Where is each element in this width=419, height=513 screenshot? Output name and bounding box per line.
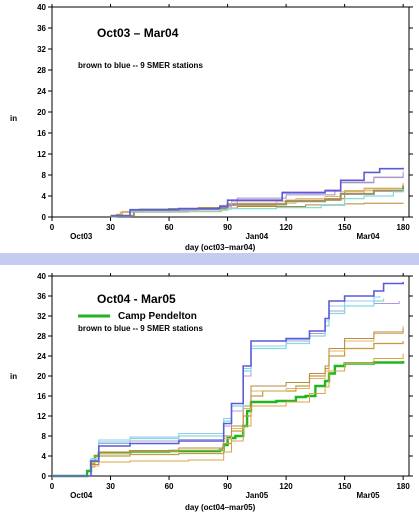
data-series — [110, 167, 405, 218]
month-label: Mar05 — [356, 491, 380, 500]
y-axis-label: in — [10, 372, 17, 381]
x-tick-label: 90 — [223, 223, 232, 232]
y-tick-label: 40 — [37, 272, 46, 281]
y-tick-label: 24 — [37, 87, 46, 96]
month-label: Jan04 — [245, 232, 268, 241]
x-tick-label: 60 — [165, 223, 174, 232]
month-label: Oct04 — [70, 491, 93, 500]
y-tick-label: 4 — [42, 452, 47, 461]
y-tick-label: 0 — [42, 213, 47, 222]
x-tick-label: 180 — [396, 482, 410, 491]
series-line — [110, 173, 404, 217]
x-tick-label: 90 — [223, 482, 232, 491]
y-tick-label: 32 — [37, 45, 46, 54]
chart-subtitle: brown to blue -- 9 SMER stations — [78, 324, 203, 333]
y-tick-label: 36 — [37, 292, 46, 301]
series-line — [52, 326, 404, 477]
y-tick-label: 24 — [37, 352, 46, 361]
x-axis-label: day (oct03–mar04) — [185, 243, 256, 252]
series-line — [110, 167, 404, 217]
panel-separator — [0, 253, 419, 265]
series-line — [110, 189, 404, 218]
month-label: Mar04 — [356, 232, 380, 241]
y-tick-label: 32 — [37, 312, 46, 321]
y-tick-label: 12 — [37, 150, 46, 159]
x-tick-label: 60 — [165, 482, 174, 491]
x-axis-label: day (oct04–mar05) — [185, 503, 256, 512]
y-tick-label: 20 — [37, 372, 46, 381]
x-tick-label: 0 — [50, 482, 55, 491]
y-tick-label: 16 — [37, 392, 46, 401]
x-tick-label: 120 — [279, 482, 293, 491]
x-tick-label: 0 — [50, 223, 55, 232]
y-tick-label: 28 — [37, 332, 46, 341]
series-line — [52, 301, 400, 477]
y-tick-label: 12 — [37, 412, 46, 421]
month-label: Oct03 — [70, 232, 93, 241]
y-tick-label: 16 — [37, 129, 46, 138]
series-line — [52, 298, 385, 477]
chart-oct03-mar04: in Oct03 – Mar04 brown to blue -- 9 SMER… — [10, 3, 413, 252]
axis-ticks: 0 4 8 12 16 20 24 28 32 36 40 0 30 60 90 120 150 180 Oct03… — [37, 3, 413, 241]
y-tick-label: 0 — [42, 472, 47, 481]
series-line — [52, 353, 404, 477]
series-line — [52, 282, 404, 477]
chart-oct04-mar05: in Oct04 - Mar05 Camp Pendelton brown to… — [10, 272, 413, 512]
y-tick-label: 36 — [37, 24, 46, 33]
series-line — [52, 328, 404, 477]
chart-subtitle: brown to blue -- 9 SMER stations — [78, 61, 203, 70]
y-tick-label: 8 — [42, 432, 47, 441]
legend-label: Camp Pendelton — [118, 311, 197, 322]
x-tick-label: 180 — [396, 223, 410, 232]
x-tick-label: 150 — [338, 223, 352, 232]
series-line — [52, 341, 404, 477]
x-tick-label: 120 — [279, 223, 293, 232]
x-tick-label: 30 — [106, 223, 115, 232]
y-tick-label: 20 — [37, 108, 46, 117]
x-tick-label: 30 — [106, 482, 115, 491]
chart-title: Oct03 – Mar04 — [97, 26, 179, 40]
y-axis-label: in — [10, 114, 17, 123]
series-line — [52, 296, 381, 477]
y-tick-label: 40 — [37, 3, 46, 12]
axis-ticks: 0 4 8 12 16 20 24 28 32 36 40 0 30 60 90 120 150 180 Oct04… — [37, 272, 413, 500]
data-series — [52, 282, 405, 478]
chart-title: Oct04 - Mar05 — [97, 292, 176, 306]
month-label: Jan05 — [245, 491, 268, 500]
y-tick-label: 28 — [37, 66, 46, 75]
x-tick-label: 150 — [338, 482, 352, 491]
y-tick-label: 8 — [42, 171, 47, 180]
y-tick-label: 4 — [42, 192, 47, 201]
